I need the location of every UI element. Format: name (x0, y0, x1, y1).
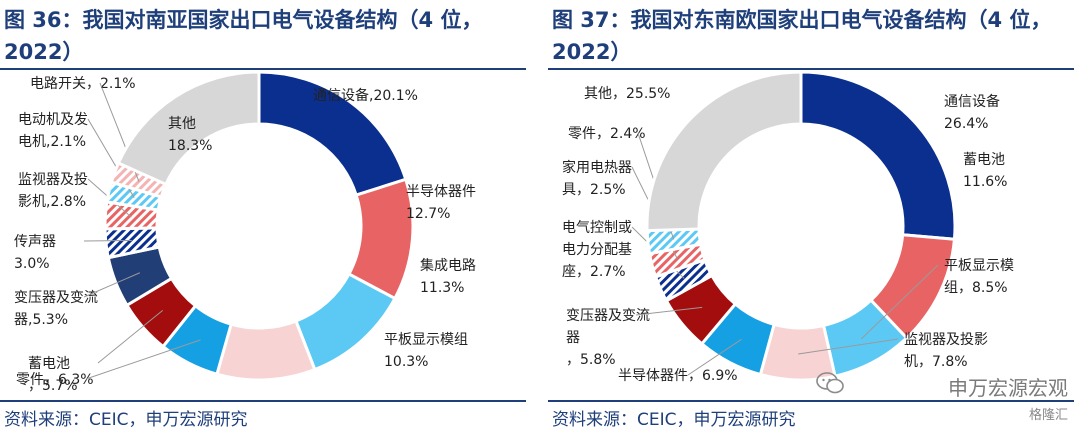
source-divider (0, 400, 526, 402)
slice-label: 变压器及变流器,5.3% (14, 290, 98, 328)
title-divider (0, 68, 526, 70)
watermark-text: 申万宏源宏观 (948, 376, 1068, 400)
slice-label: 通信设备,20.1% (313, 87, 418, 104)
chart-title: 图 36：我国对南亚国家出口电气设备结构（4 位，2022） (4, 8, 483, 64)
leader-line (97, 309, 164, 364)
slice-label: 半导体器件 12.7% (406, 184, 476, 222)
slice-label: 传声器 3.0% (14, 234, 56, 272)
leader-line (860, 264, 939, 340)
donut-slice (645, 72, 803, 233)
leader-line (83, 272, 141, 298)
slice-label: 家用电热器具，2.5% (562, 159, 632, 198)
slice-label: 监视器及投影机，7.8% (904, 332, 988, 370)
slice-label: 其他 18.3% (168, 116, 212, 154)
slice-label: 电路开关，2.1% (30, 76, 136, 92)
slice-label: 通信设备 26.4% (944, 93, 1000, 132)
slice-label: 蓄电池 11.6% (963, 152, 1007, 190)
donut-chart-southeast-europe: 通信设备 26.4% 蓄电池 11.6% 平板显示模组，8.5% 监视器及投影机，7.8%… (562, 72, 1014, 384)
donut-slice (215, 319, 317, 382)
leader-line (687, 338, 742, 376)
slice-label: 半导体器件，6.9% (618, 368, 738, 384)
slice-label: 蓄电池，5.7% (28, 356, 78, 394)
donut-slice (116, 72, 261, 187)
title-divider (548, 68, 1074, 70)
leader-line (83, 239, 132, 242)
slice-label: 电动机及发电机,2.1% (18, 112, 88, 150)
source-note: 资料来源：CEIC，申万宏源研究 (552, 410, 796, 430)
chart-panel-left: 图 36：我国对南亚国家出口电气设备结构（4 位，2022） 通信设备,20.1… (0, 0, 532, 433)
donut-slice (799, 72, 957, 241)
leader-line (798, 338, 899, 355)
chart-panel-right: 图 37：我国对东南欧国家出口电气设备结构（4 位，2022） 通信设备 26.4… (548, 0, 1080, 433)
slice-label: 零件，6.3% (16, 372, 94, 388)
donut-chart-south-asia: 通信设备,20.1% 半导体器件 12.7% 集成电路 11.3% 平板显示模组 10.3%… (14, 72, 476, 394)
leader-line (85, 339, 201, 380)
site-logo: 格隆汇 (1028, 408, 1068, 423)
source-note: 资料来源：CEIC，申万宏源研究 (4, 410, 248, 430)
source-divider (548, 400, 1074, 402)
slice-label: 平板显示模组 10.3% (384, 332, 468, 370)
slice-label: 零件，2.4% (568, 126, 646, 142)
slice-label: 监视器及投影机,2.8% (18, 172, 88, 210)
wechat-icon (816, 372, 844, 394)
leader-line (635, 306, 703, 316)
slice-label: 平板显示模组，8.5% (944, 258, 1014, 296)
slice-label: 变压器及变流器，5.8% (566, 308, 650, 368)
slice-label: 集成电路 11.3% (420, 257, 476, 296)
slice-label: 其他，25.5% (584, 86, 670, 102)
chart-title: 图 37：我国对东南欧国家出口电气设备结构（4 位，2022） (552, 8, 1052, 64)
slice-label: 电气控制或电力分配基座，2.7% (562, 220, 632, 280)
